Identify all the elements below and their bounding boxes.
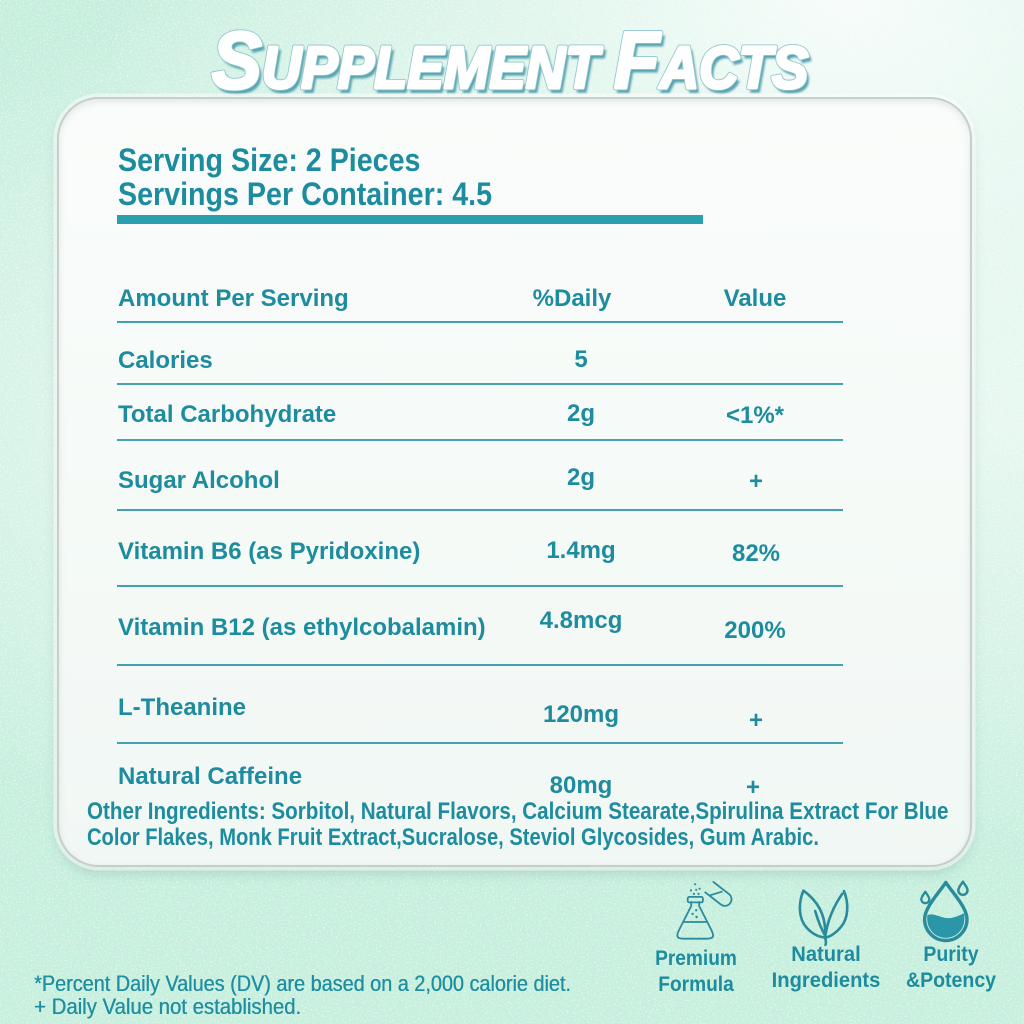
svg-text:SUPPLEMENT FACTS: SUPPLEMENT FACTS: [212, 14, 809, 105]
